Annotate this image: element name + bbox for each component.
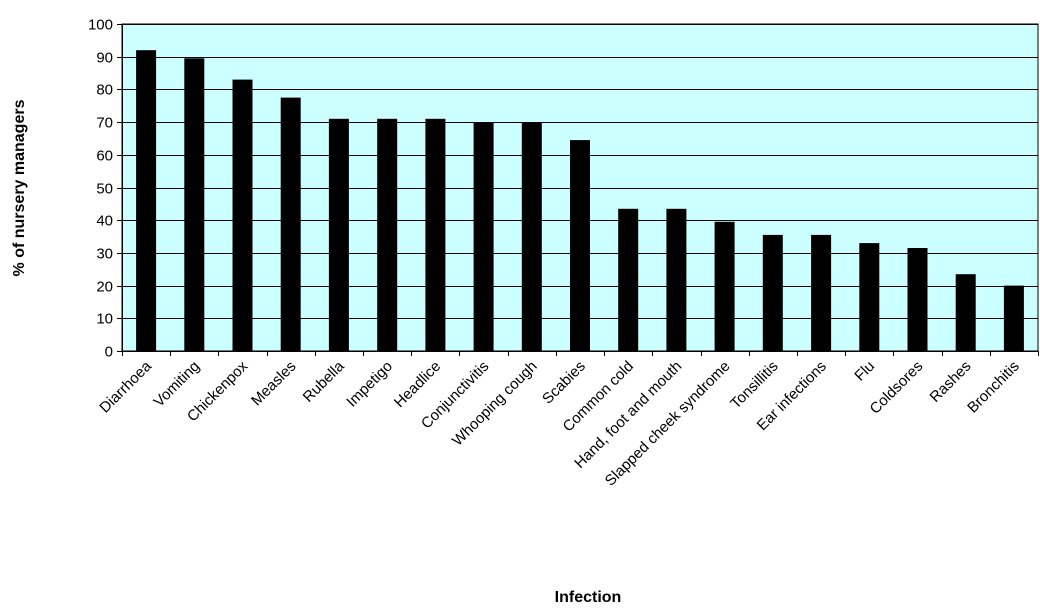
- bar-common-cold: [618, 208, 639, 351]
- bar-conjunctivitis: [473, 122, 494, 351]
- y-tick-label: 10: [96, 311, 113, 328]
- y-tick-label: 0: [105, 344, 113, 361]
- y-tick-label: 40: [96, 213, 113, 230]
- bar-whooping-cough: [521, 122, 542, 351]
- x-tick-label: Rashes: [927, 358, 975, 406]
- y-tick-label: 20: [96, 279, 113, 296]
- y-tick-label: 70: [96, 115, 113, 132]
- axes: [117, 24, 1039, 356]
- bar-bronchitis: [1003, 285, 1024, 351]
- bar-vomiting: [184, 58, 205, 352]
- bar-hand-foot-and-mouth: [666, 208, 687, 351]
- y-tick-label: 30: [96, 246, 113, 263]
- bar-chickenpox: [232, 79, 253, 351]
- x-tick-label: Diarrhoea: [96, 357, 155, 416]
- y-tick-labels: 0 10 20 30 40 50 60 70 80 90 100: [88, 17, 113, 361]
- bar-measles: [280, 97, 301, 351]
- bar-rubella: [328, 118, 349, 351]
- bar-rashes: [955, 274, 976, 351]
- gridlines: [122, 24, 1038, 319]
- x-tick-label: Measles: [248, 358, 300, 410]
- x-axis-title: Infection: [555, 589, 622, 606]
- x-tick-label: Coldsores: [867, 358, 927, 418]
- x-tick-label: Flu: [851, 358, 878, 385]
- x-tick-label: Rubella: [300, 357, 348, 405]
- bar-slapped-cheek-syndrome: [714, 221, 735, 351]
- y-tick-label: 100: [88, 17, 113, 34]
- bar-diarrhoea: [136, 50, 157, 351]
- bar-flu: [859, 243, 880, 351]
- bar-headlice: [425, 118, 446, 351]
- x-tick-label: Whooping cough: [449, 358, 541, 450]
- y-tick-label: 90: [96, 50, 113, 67]
- bar-scabies: [570, 140, 590, 351]
- y-tick-label: 80: [96, 82, 113, 99]
- y-tick-label: 50: [96, 181, 113, 198]
- y-tick-label: 60: [96, 148, 113, 165]
- bar-ear-infections: [811, 234, 832, 351]
- y-axis-title: % of nursery managers: [11, 99, 28, 276]
- bars: [136, 50, 1024, 352]
- bar-coldsores: [907, 248, 928, 351]
- bar-tonsillitis: [762, 234, 783, 351]
- x-tick-label: Bronchitis: [964, 358, 1023, 417]
- x-tick-label: Impetigo: [343, 358, 396, 411]
- bar-impetigo: [377, 118, 398, 351]
